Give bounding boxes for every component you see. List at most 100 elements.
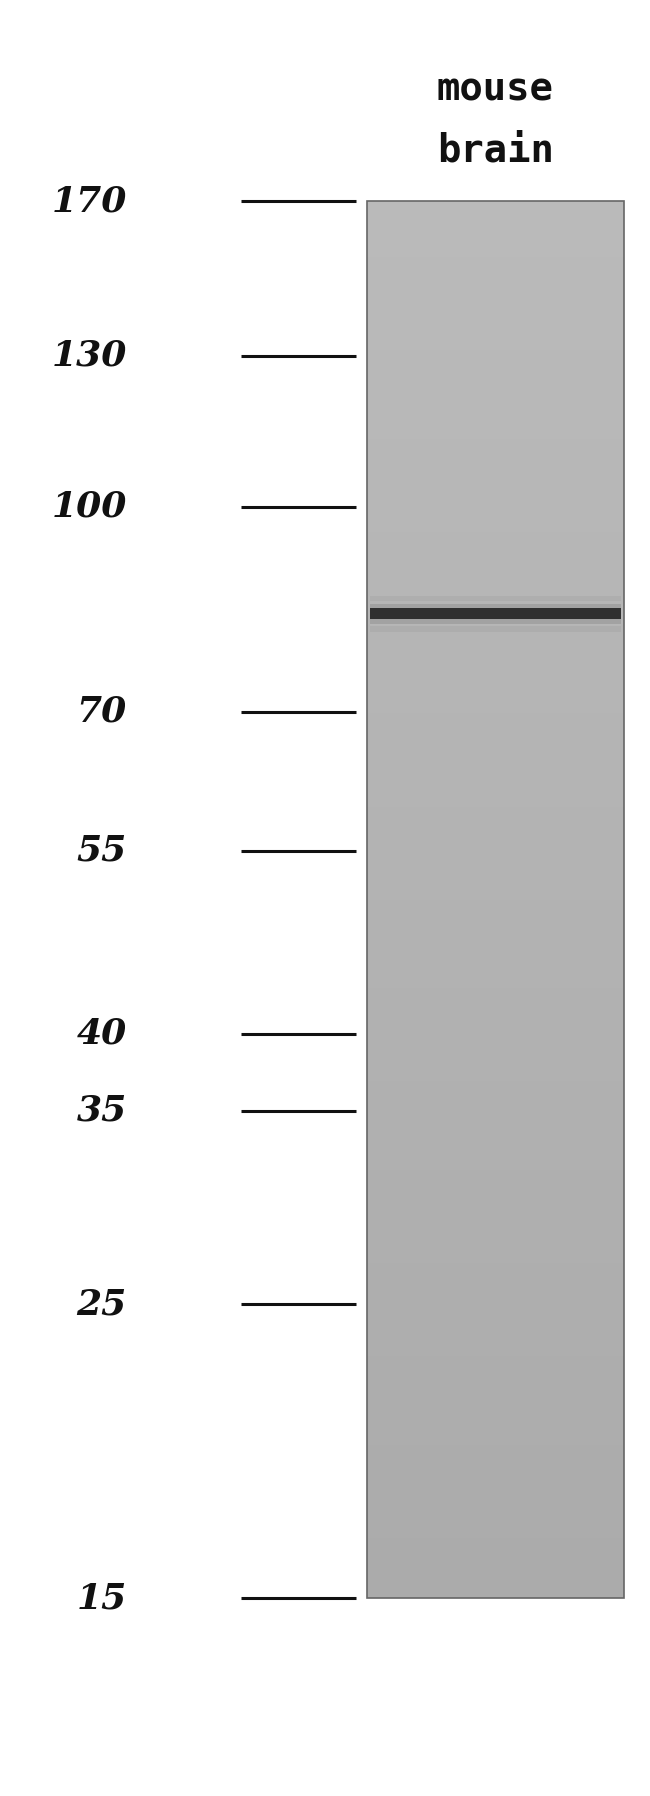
- Bar: [367, 1467, 624, 1473]
- Bar: [367, 555, 624, 560]
- Bar: [367, 332, 624, 336]
- Bar: [367, 467, 624, 471]
- Bar: [367, 345, 624, 350]
- Bar: [367, 616, 624, 620]
- Bar: [367, 1180, 624, 1184]
- Bar: [367, 304, 624, 309]
- Bar: [367, 219, 624, 224]
- Bar: [367, 625, 624, 630]
- Bar: [367, 435, 624, 438]
- Bar: [367, 1034, 624, 1040]
- Bar: [367, 663, 624, 666]
- Bar: [367, 1157, 624, 1160]
- Bar: [367, 379, 624, 383]
- Bar: [367, 359, 624, 365]
- Bar: [367, 429, 624, 435]
- Bar: [367, 499, 624, 505]
- Bar: [367, 587, 624, 593]
- Bar: [367, 611, 624, 616]
- Bar: [367, 602, 624, 607]
- Bar: [367, 1376, 624, 1379]
- Bar: [367, 1385, 624, 1388]
- Bar: [367, 1239, 624, 1245]
- Bar: [367, 848, 624, 853]
- Bar: [367, 537, 624, 541]
- Bar: [367, 1151, 624, 1157]
- Bar: [367, 1561, 624, 1566]
- Bar: [367, 973, 624, 979]
- Bar: [367, 1431, 624, 1435]
- Bar: [367, 1058, 624, 1063]
- Bar: [367, 569, 624, 573]
- Bar: [367, 695, 624, 699]
- Bar: [367, 648, 624, 654]
- Bar: [367, 1137, 624, 1142]
- Bar: [367, 1352, 624, 1356]
- Bar: [367, 1236, 624, 1239]
- Bar: [367, 1008, 624, 1011]
- Bar: [367, 815, 624, 821]
- Bar: [367, 718, 624, 722]
- Bar: [367, 699, 624, 704]
- Bar: [367, 867, 624, 871]
- Bar: [367, 1593, 624, 1598]
- Bar: [367, 257, 624, 262]
- Bar: [367, 1146, 624, 1151]
- Bar: [367, 1403, 624, 1408]
- Bar: [367, 1528, 624, 1534]
- Bar: [367, 779, 624, 783]
- Bar: [367, 271, 624, 275]
- Bar: [367, 760, 624, 765]
- Bar: [367, 1040, 624, 1043]
- Bar: [370, 618, 621, 623]
- Bar: [370, 627, 621, 632]
- Bar: [367, 713, 624, 718]
- Bar: [367, 1198, 624, 1203]
- Bar: [367, 876, 624, 882]
- Bar: [367, 988, 624, 993]
- Bar: [367, 812, 624, 815]
- Bar: [367, 262, 624, 266]
- Bar: [367, 1589, 624, 1593]
- Bar: [367, 1031, 624, 1034]
- Bar: [367, 280, 624, 286]
- Text: 35: 35: [77, 1094, 127, 1128]
- Bar: [367, 997, 624, 1002]
- Bar: [367, 289, 624, 295]
- Bar: [367, 275, 624, 280]
- Bar: [367, 494, 624, 499]
- Bar: [367, 356, 624, 359]
- Bar: [367, 634, 624, 639]
- Text: 15: 15: [77, 1582, 127, 1615]
- Bar: [367, 1566, 624, 1570]
- Bar: [367, 1227, 624, 1230]
- Bar: [367, 447, 624, 453]
- Bar: [367, 485, 624, 490]
- Bar: [367, 1017, 624, 1020]
- Bar: [367, 1216, 624, 1221]
- Bar: [367, 532, 624, 537]
- Bar: [367, 1487, 624, 1491]
- Bar: [367, 1072, 624, 1078]
- Bar: [367, 1347, 624, 1352]
- Bar: [367, 1193, 624, 1198]
- Bar: [367, 573, 624, 578]
- Bar: [367, 932, 624, 938]
- Bar: [367, 1501, 624, 1505]
- Bar: [367, 1306, 624, 1309]
- Bar: [367, 654, 624, 657]
- Bar: [367, 830, 624, 835]
- Bar: [367, 1119, 624, 1122]
- Bar: [367, 1417, 624, 1421]
- Text: 55: 55: [77, 833, 127, 867]
- Bar: [367, 458, 624, 462]
- Bar: [367, 1291, 624, 1295]
- Bar: [367, 444, 624, 447]
- Bar: [367, 751, 624, 756]
- Bar: [367, 900, 624, 905]
- Bar: [367, 462, 624, 467]
- Bar: [367, 882, 624, 885]
- Bar: [367, 1510, 624, 1514]
- Bar: [367, 871, 624, 876]
- Bar: [367, 1245, 624, 1250]
